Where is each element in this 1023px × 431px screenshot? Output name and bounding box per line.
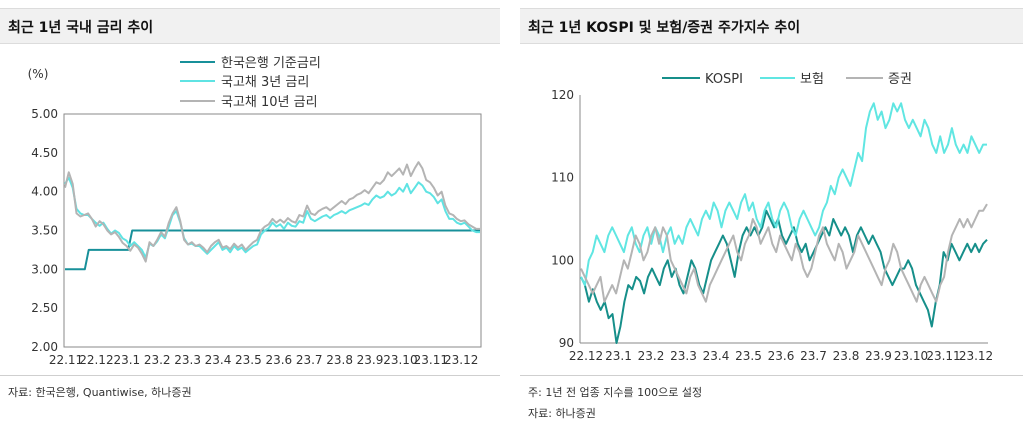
index-chart-x-tick-label: 23.6	[768, 349, 795, 363]
index-chart-source: 자료: 하나증권	[528, 407, 596, 420]
index-chart-x-tick-label: 23.10	[894, 349, 928, 363]
index-chart-x-tick-label: 23.5	[735, 349, 762, 363]
rate-chart-x-tick-label: 23.1	[113, 353, 140, 367]
index-chart-bottom-rule	[520, 375, 1023, 376]
rate-chart-y-tick-label: 2.00	[31, 340, 58, 354]
index-chart-x-tick-label: 23.2	[638, 349, 665, 363]
index-chart-series-line-2	[580, 203, 988, 303]
rate-chart-x-tick-label: 23.2	[144, 353, 171, 367]
index-chart-panel: 최근 1년 KOSPI 및 보험/증권 주가지수 추이 KOSPI 보험 증권 120…	[520, 0, 1023, 431]
rate-chart-series-line-0	[65, 229, 480, 271]
rate-chart-y-tick-label: 3.00	[31, 262, 58, 276]
rate-chart-y-tick-label: 4.50	[31, 146, 58, 160]
index-chart-x-tick-label: 23.11	[926, 349, 960, 363]
rate-chart-plot-frame	[63, 113, 482, 348]
rate-chart-y-tick-label: 2.50	[31, 301, 58, 315]
rate-chart-x-tick-label: 23.10	[383, 353, 417, 367]
index-chart-x-tick-label: 23.12	[959, 349, 993, 363]
rate-chart-y-tick-label: 5.00	[31, 107, 58, 121]
index-chart-y-tick-label: 120	[551, 88, 574, 102]
index-chart-x-tick-label: 23.4	[703, 349, 730, 363]
index-chart-y-tick-label: 100	[551, 253, 574, 267]
index-chart-x-tick-label: 23.1	[605, 349, 632, 363]
rate-chart-x-tick-label: 23.6	[265, 353, 292, 367]
index-chart-x-tick-label: 23.8	[833, 349, 860, 363]
rate-chart-title: 최근 1년 국내 금리 추이	[8, 20, 154, 36]
index-chart-legend-label-1: 보험	[800, 72, 824, 87]
rate-chart-bottom-rule	[0, 375, 500, 376]
rate-chart-legend-label-2: 국고채 10년 금리	[221, 95, 318, 110]
index-chart-series-line-1	[580, 102, 987, 287]
rate-chart-x-tick-label: 23.7	[296, 353, 323, 367]
index-chart-x-tick-label: 23.7	[800, 349, 827, 363]
rate-chart-x-tick-label: 23.9	[357, 353, 384, 367]
rate-chart-legend-label-1: 국고채 3년 금리	[221, 75, 309, 90]
rate-chart-x-tick-label: 23.3	[174, 353, 201, 367]
index-chart-y-tick-label: 90	[559, 336, 574, 350]
index-chart-x-tick-label: 22.12	[569, 349, 603, 363]
rate-chart-unit-label: (%)	[28, 67, 49, 81]
index-chart-legend-label-2: 증권	[888, 72, 912, 87]
index-chart-title: 최근 1년 KOSPI 및 보험/증권 주가지수 추이	[528, 20, 801, 36]
rate-chart-y-tick-label: 3.50	[31, 224, 58, 238]
index-chart-legend-label-0: KOSPI	[705, 72, 743, 87]
rate-chart-x-tick-label: 23.11	[414, 353, 448, 367]
rate-chart-x-tick-label: 23.4	[205, 353, 232, 367]
index-chart-series-line-0	[580, 209, 988, 344]
rate-chart-x-tick-label: 23.12	[444, 353, 478, 367]
index-chart-x-tick-label: 23.3	[670, 349, 697, 363]
rate-chart-series-line-1	[64, 176, 480, 259]
rate-chart-x-tick-label: 23.5	[235, 353, 262, 367]
rate-chart-source: 자료: 한국은행, Quantiwise, 하나증권	[8, 386, 192, 399]
rate-chart-x-tick-label: 22.11	[49, 353, 83, 367]
index-chart-title-bar: 최근 1년 KOSPI 및 보험/증권 주가지수 추이	[520, 8, 1023, 44]
index-chart-note: 주: 1년 전 업종 지수를 100으로 설정	[528, 386, 703, 399]
rate-chart-title-bar: 최근 1년 국내 금리 추이	[0, 8, 500, 44]
rate-chart-y-tick-label: 4.00	[31, 185, 58, 199]
index-chart-x-tick-label: 23.9	[865, 349, 892, 363]
rate-chart-legend-label-0: 한국은행 기준금리	[221, 55, 321, 71]
rate-chart-series-line-2	[64, 161, 480, 263]
rate-chart-x-tick-label: 22.12	[79, 353, 113, 367]
rate-chart-x-tick-label: 23.8	[326, 353, 353, 367]
index-chart-y-tick-label: 110	[551, 171, 574, 185]
